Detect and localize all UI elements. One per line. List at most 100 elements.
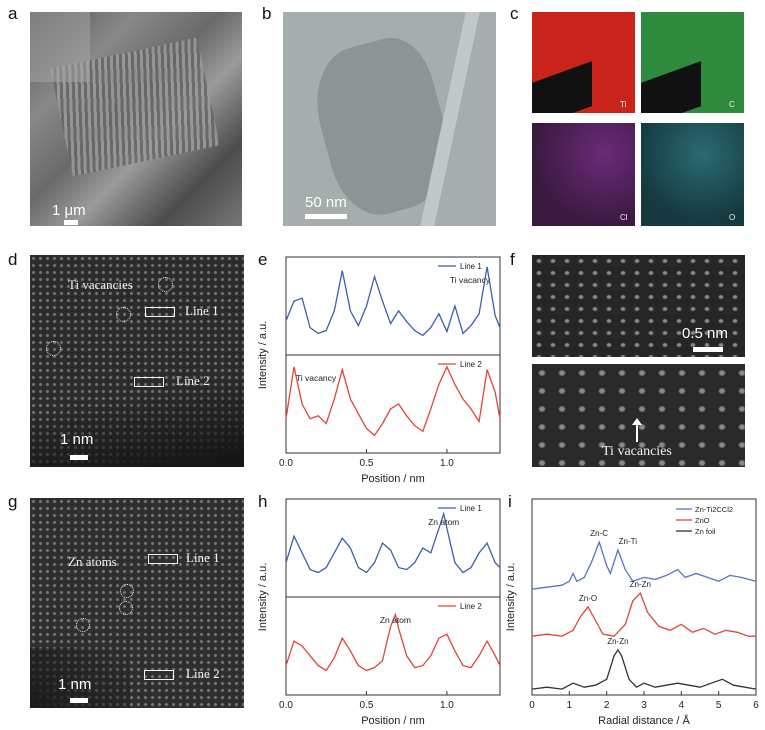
haadf-image-f-top: 0.5 nm [532,255,745,357]
chart-i: Zn-Ti2CCl2 ZnO Zn foil Zn-C Zn-Ti Zn-O Zn-Zn Zn… [505,498,759,727]
map-signal [641,123,744,226]
map-void [641,61,701,113]
x-tick-label: 0.5 [359,700,373,711]
x-tick-label: 0 [529,700,535,711]
peak-annotation: Zn atom [380,615,411,625]
annotation-line1-g: Line 1 [186,550,220,565]
chart-e: Line 1 Ti vacancy Line 2 Ti vacancy 0.0 0.5 1.… [257,256,501,485]
y-axis-label: Intensity / a.u. [257,321,269,389]
x-tick-label: 6 [753,700,759,711]
eds-map-o: O [641,123,744,226]
panel-label-i: i [508,492,512,511]
scale-bar-label-b: 50 nm [305,194,347,211]
arrow-up-icon [632,418,642,442]
x-tick-label: 1.0 [440,700,454,711]
x-axis-label: Position / nm [361,715,425,727]
eds-map-c: C [641,12,744,113]
y-axis-label: Intensity / a.u. [257,563,269,631]
legend-label: ZnO [695,516,710,525]
flake-edge [30,12,90,82]
x-tick-label: 1.0 [440,458,454,469]
map-label-ti: Ti [620,100,627,109]
legend-label: Zn-Ti2CCl2 [695,505,733,514]
series-line-2 [285,365,501,437]
panel-label-f: f [510,250,515,269]
legend-label: Zn foil [695,527,716,536]
peak-annotation: Ti vacancy [450,275,491,285]
line2-box [144,670,174,680]
map-label-c: C [729,100,735,109]
zn-atom-marker [120,584,134,598]
series-line-2 [285,612,501,672]
x-tick-label: 0.0 [279,700,293,711]
annotation-ti-vacancies-f: Ti vacancies [602,444,672,459]
annotation-line2-g: Line 2 [186,666,220,681]
scale-bar-label-g: 1 nm [58,676,92,693]
x-tick-label: 5 [716,700,722,711]
peak-label: Zn-C [590,529,608,538]
x-tick-label: 1 [567,700,573,711]
x-tick-label: 4 [679,700,685,711]
panel-label-c: c [510,4,519,23]
sem-image: 1 μm [30,12,242,226]
dark-region [30,375,244,467]
scale-bar-f [693,347,723,352]
legend-label: Line 2 [460,602,482,611]
legend-label: Line 1 [460,504,482,513]
series-line-3 [531,648,757,690]
series-line-1 [285,266,501,337]
legend-label: Line 2 [460,360,482,369]
zn-atom-marker [119,601,133,615]
x-tick-label: 0.0 [279,458,293,469]
peak-annotation: Zn atom [428,517,459,527]
line1-box [148,554,178,564]
scale-bar-label-f: 0.5 nm [682,325,728,342]
x-axis-label: Radial distance / Å [598,714,690,727]
series-line-1 [285,511,501,574]
panel-label-e: e [258,250,268,269]
eds-map-ti: Ti [532,12,635,113]
vacancy-marker [46,341,61,356]
series-line-2 [531,591,756,637]
map-signal [532,123,635,226]
x-tick-label: 2 [604,700,610,711]
peak-annotation: Ti vacancy [296,373,337,383]
haadf-image-f-bottom: Ti vacancies [532,364,745,467]
map-void [532,61,592,113]
map-label-cl: Cl [620,213,628,222]
peak-label: Zn-Zn [607,637,628,646]
plot-frame [531,498,757,696]
peak-label: Zn-O [579,594,597,603]
scale-bar-label-d: 1 nm [60,431,94,448]
annotation-zn-atoms: Zn atoms [68,554,117,569]
map-label-o: O [729,213,736,222]
scale-bar-a [64,220,78,225]
zn-atom-marker [76,618,90,632]
annotation-ti-vacancies: Ti vacancies [68,277,133,292]
vacancy-marker [158,277,173,292]
tem-image: 50 nm [283,12,496,226]
panel-label-a: a [8,4,18,23]
scale-bar-g [70,698,88,703]
haadf-image-g: Zn atoms Line 1 Line 2 1 nm [30,498,244,708]
vacancy-marker [116,307,131,322]
x-tick-label: 0.5 [359,458,373,469]
y-axis-label: Intensity / a.u. [505,563,517,631]
peak-label: Zn-Ti [619,537,638,546]
peak-label: Zn-Zn [630,580,651,589]
x-axis-label: Position / nm [361,473,425,485]
line1-box [145,307,175,317]
series-line-1 [531,540,757,590]
legend-label: Line 1 [460,262,482,271]
x-tick-label: 3 [641,700,647,711]
scale-bar-d [70,455,88,460]
eds-map-cl: Cl [532,123,635,226]
haadf-image-d: Ti vacancies Line 1 Line 2 1 nm [30,255,244,467]
line2-box [134,377,164,387]
scale-bar-label-a: 1 μm [52,202,86,219]
scale-bar-b [305,214,347,219]
annotation-line1: Line 1 [185,303,219,318]
panel-label-g: g [8,492,18,511]
panel-label-d: d [8,250,18,269]
